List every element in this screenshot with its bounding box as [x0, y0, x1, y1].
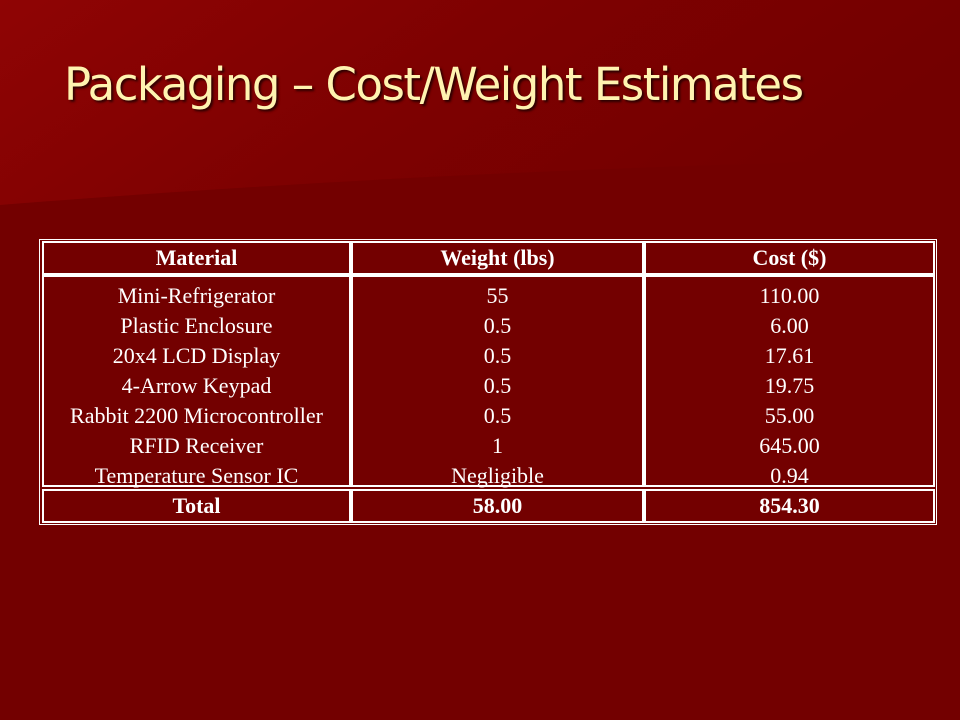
cost-cell: 55.00: [764, 403, 815, 428]
material-column: Mini-Refrigerator Plastic Enclosure 20x4…: [42, 275, 351, 488]
material-cell: 20x4 LCD Display: [112, 343, 281, 368]
cost-cell: 110.00: [759, 283, 820, 308]
cost-cell: 0.94: [770, 463, 809, 488]
weight-cell: 0.5: [483, 313, 512, 338]
weight-cell: 1: [492, 433, 503, 458]
weight-cell: 0.5: [483, 373, 512, 398]
weight-cell: 0.5: [483, 403, 512, 428]
total-weight: 58.00: [351, 489, 644, 523]
material-cell: Temperature Sensor IC: [94, 463, 299, 488]
total-label: Total: [42, 489, 351, 523]
header-cost: Cost ($): [644, 241, 935, 275]
cost-column: 110.00 6.00 17.61 19.75 55.00 645.00 0.9…: [644, 275, 935, 488]
material-cell: Mini-Refrigerator: [117, 283, 276, 308]
weight-cell: 0.5: [483, 343, 512, 368]
cost-cell: 6.00: [770, 313, 809, 338]
weight-cell: 55: [486, 283, 509, 308]
weight-cell: Negligible: [451, 463, 544, 488]
total-cost: 854.30: [644, 489, 935, 523]
header-material: Material: [42, 241, 351, 275]
cost-cell: 17.61: [764, 343, 815, 368]
material-cell: Plastic Enclosure: [120, 313, 273, 338]
material-cell: RFID Receiver: [129, 433, 264, 458]
cost-cell: 19.75: [764, 373, 815, 398]
weight-column: 55 0.5 0.5 0.5 0.5 1 Negligible: [351, 275, 644, 488]
table-frame: [39, 239, 937, 525]
material-cell: Rabbit 2200 Microcontroller: [70, 403, 323, 428]
slide-title: Packaging – Cost/Weight Estimates: [64, 58, 804, 111]
header-weight: Weight (lbs): [351, 241, 644, 275]
material-cell: 4-Arrow Keypad: [121, 373, 272, 398]
cost-cell: 645.00: [759, 433, 820, 458]
